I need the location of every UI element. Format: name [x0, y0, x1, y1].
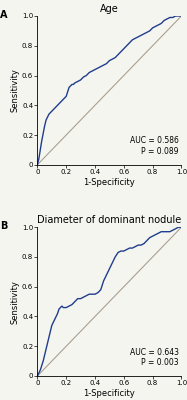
Title: Diameter of dominant nodule: Diameter of dominant nodule	[37, 215, 182, 225]
X-axis label: 1-Specificity: 1-Specificity	[84, 178, 135, 187]
Text: A: A	[0, 10, 7, 20]
Text: AUC = 0.586
P = 0.089: AUC = 0.586 P = 0.089	[130, 136, 179, 156]
Title: Age: Age	[100, 4, 119, 14]
Y-axis label: Sensitivity: Sensitivity	[10, 280, 19, 324]
Y-axis label: Sensitivity: Sensitivity	[10, 68, 19, 112]
X-axis label: 1-Specificity: 1-Specificity	[84, 389, 135, 398]
Text: AUC = 0.643
P = 0.003: AUC = 0.643 P = 0.003	[130, 348, 179, 367]
Text: B: B	[0, 221, 7, 231]
